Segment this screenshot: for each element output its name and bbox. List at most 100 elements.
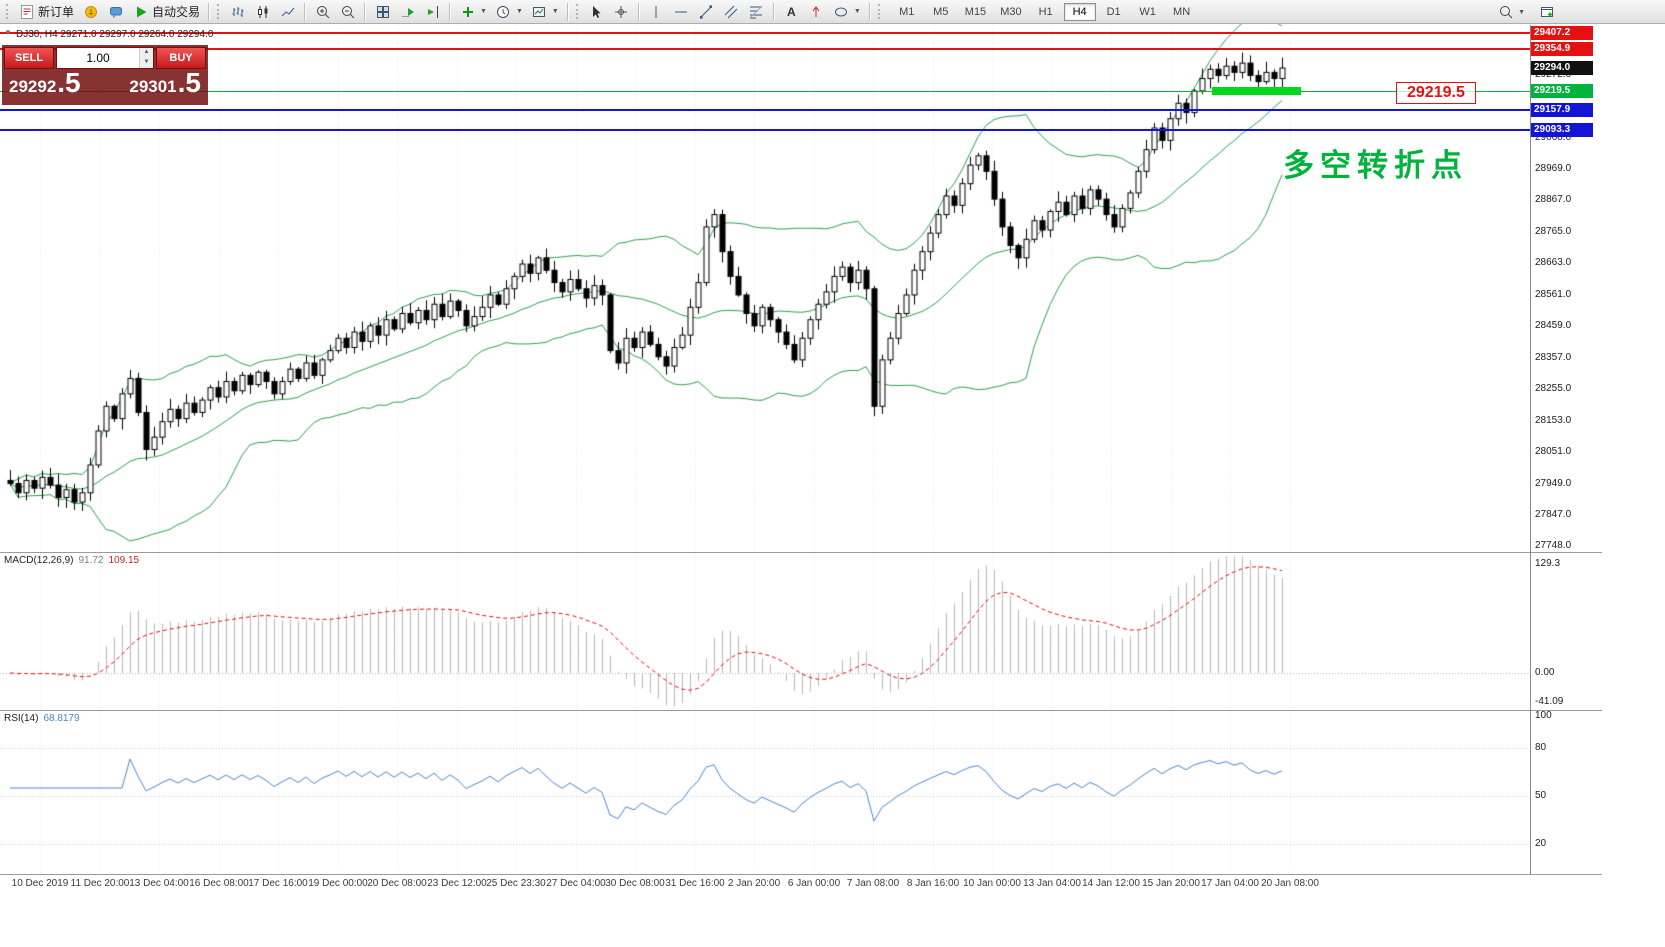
chart-shift-button[interactable] — [420, 2, 445, 21]
sell-button[interactable]: SELL — [4, 47, 54, 69]
rsi-indicator-label: RSI(14) 68.8179 — [4, 713, 80, 724]
macd-main-value: 91.72 — [78, 555, 104, 566]
price-scale[interactable] — [1531, 26, 1600, 874]
dropdown-arrow-icon: ▼ — [1518, 8, 1525, 16]
buy-button[interactable]: BUY — [156, 47, 206, 69]
candlestick-chart-button[interactable] — [250, 2, 275, 21]
toolbar-separator — [364, 2, 367, 21]
timeframe-button-h4[interactable]: H4 — [1063, 2, 1096, 21]
timeframe-button-m1[interactable]: M1 — [899, 5, 915, 18]
shapes-button[interactable]: ▼ — [829, 1, 865, 23]
price-line-29219.5[interactable] — [0, 90, 1530, 92]
time-axis[interactable] — [0, 875, 1530, 893]
price-scale-border — [1530, 25, 1531, 875]
one-click-trading-panel: SELL ▲ ▼ BUY 29292.5 29301.5 — [2, 45, 208, 105]
support-highlight-bar[interactable] — [1212, 87, 1301, 95]
templates-button[interactable]: ▼ — [527, 1, 563, 23]
zoom-out-button[interactable] — [335, 2, 360, 21]
price-line-29157.9[interactable] — [0, 109, 1530, 112]
arrow-marker-button[interactable] — [804, 2, 829, 21]
new-order-label: 新订单 — [38, 5, 75, 19]
periods-button[interactable]: ▼ — [491, 1, 527, 23]
main-toolbar: 新订单 自动交易 — [0, 0, 1665, 24]
timeframe-button-m5[interactable]: M5 — [933, 5, 949, 18]
chart-symbol-title: DJ30, H4 29271.0 29297.0 29264.0 29294.0 — [16, 29, 214, 40]
lot-size-field: ▲ ▼ — [56, 47, 154, 69]
toolbar-grip[interactable] — [877, 4, 883, 19]
toolbar-right-group: ▼ — [1493, 1, 1559, 23]
zoom-in-button[interactable] — [310, 2, 335, 21]
rsi-value: 68.8179 — [43, 713, 80, 724]
buy-price: 29301.5 — [129, 69, 201, 97]
vertical-line-button[interactable] — [644, 2, 669, 21]
horizontal-line-button[interactable] — [669, 2, 694, 21]
toolbar-grip[interactable] — [6, 4, 11, 19]
toolbar-separator — [304, 2, 307, 21]
pane-separator-rsi-axis — [0, 874, 1602, 875]
channel-button[interactable] — [719, 2, 744, 21]
community-icon[interactable] — [103, 2, 128, 21]
line-chart-button[interactable] — [275, 2, 300, 21]
auto-trading-label: 自动交易 — [152, 5, 201, 19]
dropdown-arrow-icon: ▼ — [480, 8, 487, 15]
dropdown-arrow-icon: ▼ — [515, 8, 523, 15]
toolbar-separator — [868, 2, 871, 21]
indicators-plus-icon — [459, 3, 476, 20]
toolbar-grip[interactable] — [575, 4, 581, 19]
toolbar-grip[interactable] — [217, 4, 222, 19]
market-icon[interactable] — [78, 2, 103, 21]
cursor-button[interactable] — [584, 2, 609, 21]
buy-price-int: 29301 — [129, 77, 177, 96]
sell-price-int: 29292 — [9, 77, 57, 96]
pane-separator-macd-rsi[interactable] — [0, 710, 1602, 711]
clock-icon — [495, 3, 512, 20]
timeframe-button-h1[interactable]: H1 — [1038, 5, 1053, 18]
timeframe-button-w1[interactable]: W1 — [1139, 5, 1156, 18]
lot-size-input[interactable] — [57, 48, 139, 68]
sell-price-dec: .5 — [57, 67, 81, 98]
pane-separator-main-macd[interactable] — [0, 552, 1602, 553]
sell-price: 29292.5 — [9, 69, 81, 97]
price-line-29407.2[interactable] — [0, 32, 1530, 35]
text-label-button[interactable]: A — [787, 4, 796, 19]
symbol-search-button[interactable]: ▼ — [1493, 1, 1529, 23]
new-order-button[interactable]: 新订单 — [14, 1, 78, 23]
indicators-list-button[interactable]: ▼ — [455, 1, 491, 23]
rsi-name: RSI(14) — [4, 713, 39, 724]
price-line-29093.3[interactable] — [0, 129, 1530, 132]
fibonacci-button[interactable] — [744, 2, 769, 21]
timeframe-toolbar: M1 M5 M15 M30 H1 H4 D1 W1 MN — [890, 2, 1199, 21]
trend-annotation[interactable]: 多空转折点 — [1283, 148, 1468, 183]
auto-trading-button[interactable]: 自动交易 — [128, 1, 204, 23]
dropdown-arrow-icon: ▼ — [551, 8, 559, 15]
timeframe-button-m15[interactable]: M15 — [964, 5, 987, 18]
auto-trading-play-icon — [132, 3, 149, 20]
crosshair-button[interactable] — [609, 2, 634, 21]
toolbar-separator — [772, 2, 775, 21]
price-flag[interactable]: 29219.5 — [1396, 82, 1476, 104]
macd-indicator-label: MACD(12,26,9) 91.72 109.15 — [4, 555, 139, 566]
one-click-panel-toggle[interactable]: ▼ — [4, 28, 12, 37]
price-line-29354.9[interactable] — [0, 48, 1530, 51]
macd-signal-value: 109.15 — [108, 555, 140, 566]
bar-chart-button[interactable] — [225, 2, 250, 21]
new-order-icon — [18, 3, 35, 20]
toolbar-separator — [449, 2, 452, 21]
new-chart-button[interactable] — [1534, 3, 1559, 22]
auto-scroll-button[interactable] — [395, 2, 420, 21]
timeframe-button-m30[interactable]: M30 — [1000, 5, 1022, 18]
buy-price-dec: .5 — [177, 67, 201, 98]
lot-spinner: ▲ ▼ — [139, 48, 153, 68]
lot-decrease-button[interactable]: ▼ — [140, 58, 153, 68]
tile-windows-button[interactable] — [370, 2, 395, 21]
toolbar-separator — [566, 2, 569, 21]
ellipse-icon — [833, 3, 850, 20]
lot-increase-button[interactable]: ▲ — [140, 48, 153, 58]
timeframe-button-d1[interactable]: D1 — [1106, 5, 1121, 18]
trendline-button[interactable] — [694, 2, 719, 21]
dropdown-arrow-icon: ▼ — [853, 8, 861, 15]
timeframe-button-mn[interactable]: MN — [1173, 5, 1191, 18]
template-chart-icon — [531, 3, 548, 20]
